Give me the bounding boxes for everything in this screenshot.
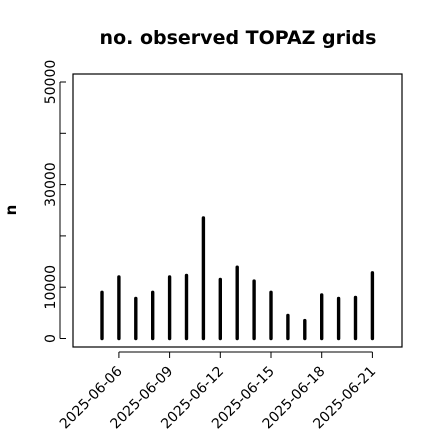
y-tick-label: 10000 <box>43 265 59 310</box>
y-axis: 0 10000 30000 50000 <box>43 60 66 343</box>
y-tick-label: 50000 <box>43 60 59 105</box>
y-axis-label: n <box>2 205 20 216</box>
x-axis: 2025-06-062025-06-092025-06-122025-06-15… <box>57 351 379 432</box>
y-tick-label: 30000 <box>43 162 59 207</box>
plot-frame <box>72 73 403 348</box>
y-tick-label: 0 <box>43 334 59 343</box>
bars <box>100 216 375 341</box>
chart-title: no. observed TOPAZ grids <box>100 27 377 49</box>
